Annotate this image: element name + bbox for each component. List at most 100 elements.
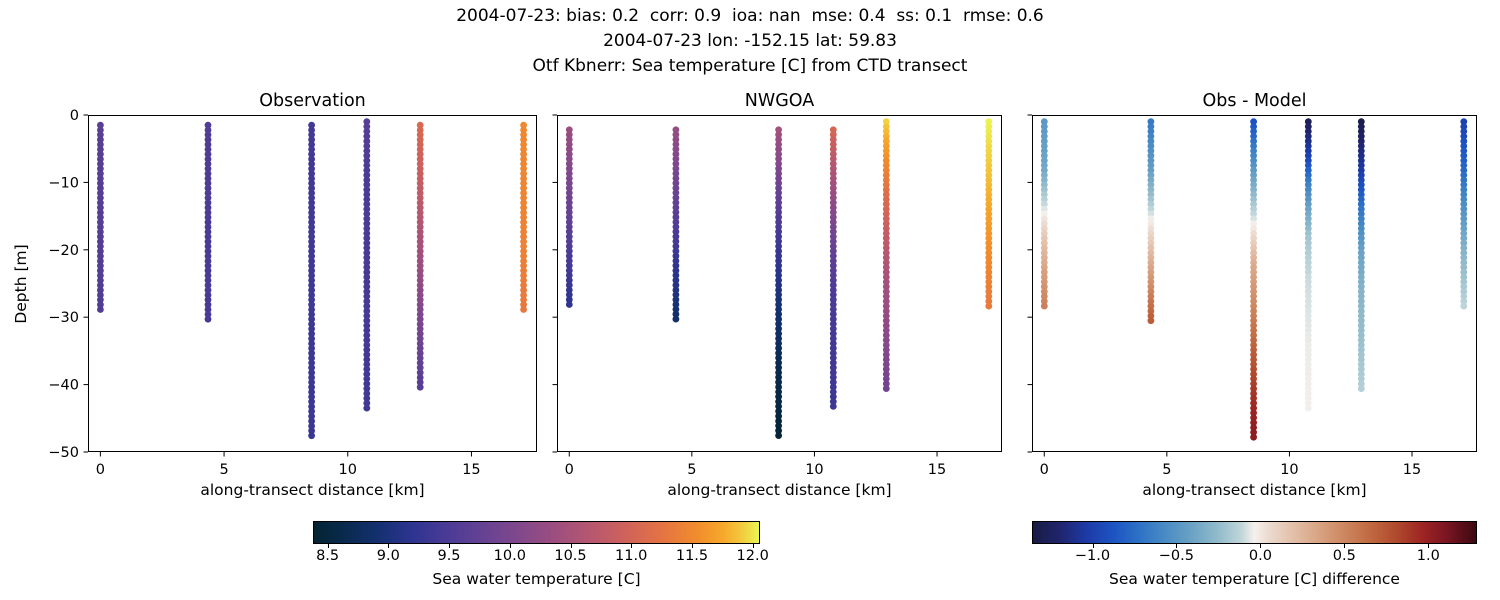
data-point	[520, 247, 527, 255]
data-point	[97, 126, 104, 134]
colorbar-axis-label: Sea water temperature [C]	[432, 570, 641, 588]
data-point	[363, 268, 371, 276]
data-point	[1304, 132, 1312, 140]
data-point	[829, 170, 837, 177]
data-point	[363, 215, 371, 223]
data-point	[1250, 297, 1257, 305]
data-point	[1357, 196, 1365, 203]
data-point	[829, 233, 837, 240]
data-point	[775, 349, 782, 357]
x-axis-label: along-transect distance [km]	[200, 481, 424, 499]
data-point	[363, 118, 371, 126]
data-point	[363, 181, 371, 189]
data-point	[829, 344, 837, 352]
data-point	[1040, 259, 1048, 266]
data-point	[565, 267, 573, 274]
data-point	[882, 176, 890, 184]
data-point	[308, 126, 315, 134]
data-point	[882, 361, 890, 368]
colorbar-tick-mark	[570, 544, 572, 548]
data-point	[1304, 176, 1312, 184]
data-point	[882, 166, 890, 174]
data-point	[829, 286, 837, 294]
data-point	[363, 361, 371, 368]
data-point	[416, 184, 424, 192]
data-point	[775, 291, 782, 299]
data-point	[308, 136, 315, 144]
data-point	[416, 243, 424, 250]
data-point	[97, 286, 104, 294]
colorbar-tick-mark	[1428, 544, 1430, 548]
data-point	[775, 267, 782, 274]
data-point	[1147, 225, 1155, 232]
colorbar-tick-label: 9.5	[437, 548, 461, 564]
data-point	[1304, 351, 1312, 359]
data-point	[829, 179, 837, 187]
data-point	[1304, 293, 1312, 300]
data-point	[204, 243, 212, 250]
data-point	[882, 142, 890, 150]
data-point	[416, 311, 424, 318]
data-point	[1250, 312, 1257, 320]
data-point	[204, 199, 212, 207]
data-point	[308, 155, 315, 163]
data-point	[1147, 249, 1155, 257]
data-point	[1460, 152, 1468, 160]
data-point	[308, 218, 315, 226]
data-point	[1304, 157, 1312, 164]
data-point	[672, 184, 680, 192]
data-point	[416, 252, 424, 260]
data-point	[416, 121, 424, 129]
y-tick-label: −40	[48, 378, 79, 394]
data-point	[416, 179, 424, 187]
data-point	[1147, 293, 1155, 300]
data-point	[1040, 196, 1048, 203]
x-tick-label: 15	[462, 462, 480, 478]
data-point	[775, 223, 782, 231]
data-point	[565, 145, 573, 153]
data-point	[1357, 361, 1365, 368]
data-point	[565, 228, 573, 236]
data-point	[1304, 341, 1312, 349]
data-point	[829, 199, 837, 206]
data-point	[1304, 200, 1312, 208]
data-point	[308, 257, 315, 265]
data-point	[882, 234, 890, 242]
data-point	[672, 252, 680, 260]
data-point	[308, 194, 315, 202]
data-point	[985, 176, 993, 184]
data-point	[1357, 327, 1365, 334]
data-point	[363, 331, 371, 339]
data-point	[829, 208, 837, 216]
data-point	[565, 242, 573, 250]
data-point	[829, 276, 837, 284]
data-point	[1304, 331, 1312, 339]
data-point	[520, 121, 527, 129]
data-point	[1304, 346, 1312, 354]
data-point	[1250, 375, 1257, 383]
colorbar-tick-mark	[692, 544, 693, 548]
data-point	[1357, 166, 1365, 174]
data-point	[1250, 244, 1257, 252]
data-point	[1040, 215, 1048, 223]
data-point	[1460, 259, 1468, 266]
data-point	[565, 184, 573, 192]
data-point	[829, 189, 837, 197]
data-point	[882, 186, 890, 194]
data-point	[1040, 200, 1048, 208]
data-point	[416, 150, 424, 158]
data-point	[672, 286, 680, 294]
data-point	[1460, 118, 1468, 126]
data-point	[1040, 157, 1048, 164]
data-point	[1357, 137, 1365, 145]
data-point	[775, 301, 782, 308]
data-point	[1250, 152, 1257, 160]
panel-title: Obs - Model	[1203, 91, 1307, 111]
data-point	[1460, 302, 1468, 310]
data-point	[565, 218, 573, 226]
data-point	[1304, 273, 1312, 281]
data-point	[1357, 268, 1365, 276]
data-point	[1147, 244, 1155, 252]
data-point	[363, 346, 371, 354]
data-point	[985, 254, 993, 261]
